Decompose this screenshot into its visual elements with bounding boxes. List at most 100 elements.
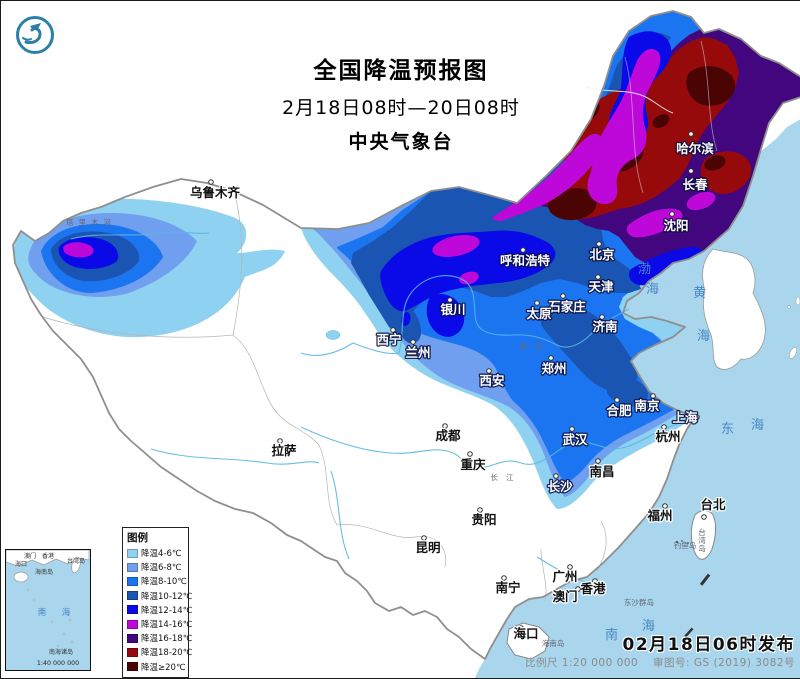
city-dot (410, 339, 416, 345)
sea-label-layer: 渤海 黄海东 海南海 (605, 261, 765, 643)
city-marker: 西安 (478, 368, 506, 389)
city-marker: 香港 (578, 578, 607, 597)
qinghai-lake (325, 330, 341, 340)
city-marker: 成都 (434, 423, 462, 444)
city-marker: 重庆 (459, 451, 487, 473)
city-marker: 乌鲁木齐 (189, 179, 242, 201)
city-dot (442, 423, 448, 429)
city-marker: 杭州 (654, 424, 682, 445)
city-label: 天津 (588, 279, 614, 294)
sea-label: 东 (721, 422, 735, 437)
geo-label: 东沙群岛 (624, 597, 654, 607)
city-label: 沈阳 (663, 218, 688, 233)
city-marker: 武汉 (561, 426, 589, 448)
island-mark (699, 573, 711, 586)
city-marker: 台北 (699, 496, 727, 520)
city-dot (688, 131, 694, 137)
inset-islands (26, 588, 74, 648)
city-label: 北京 (589, 247, 615, 262)
city-marker: 太原 (525, 300, 553, 322)
issue-time: 02月18日06时发布 (622, 635, 795, 655)
sea-label: 海 (646, 282, 660, 297)
small-island (787, 305, 791, 309)
inset-label: 香港 (42, 552, 54, 560)
city-label: 兰州 (405, 345, 430, 360)
city-dot (701, 514, 707, 520)
city-label: 西安 (479, 373, 504, 388)
city-label: 昆明 (415, 540, 440, 555)
city-label: 长春 (682, 177, 708, 192)
city-label: 福州 (646, 508, 672, 523)
city-dot (208, 179, 214, 185)
city-marker: 呼和浩特 (499, 247, 552, 269)
city-dot (421, 535, 427, 541)
city-dot (447, 297, 453, 303)
inset-label: 海南岛 (35, 568, 53, 576)
city-marker: 长沙 (546, 473, 574, 495)
city-dot (661, 424, 667, 430)
city-marker: 长春 (681, 168, 709, 193)
legend-item: 降温18-20℃ (127, 645, 192, 659)
south-china-sea-inset: 澳门 香港 台湾岛 海口 海南岛南 海南海诸岛 1:40 000 000 (5, 549, 91, 671)
province-borders-northeast (624, 40, 718, 194)
city-label: 台北 (700, 497, 726, 512)
city-label: 乌鲁木齐 (190, 185, 241, 200)
city-marker: 澳门 (551, 586, 581, 605)
city-label: 呼和浩特 (500, 253, 551, 268)
legend-swatch (127, 548, 138, 558)
city-dot (592, 578, 598, 584)
legend-swatch (127, 633, 138, 643)
city-label: 南昌 (589, 464, 614, 479)
sea-label: 海 (751, 418, 765, 433)
city-marker: 南宁 (494, 575, 522, 596)
city-dot (569, 426, 575, 432)
geo-label: 台湾岛 (698, 527, 706, 553)
japan-island (789, 347, 797, 359)
city-dot (486, 368, 492, 374)
diaoyu-islets (676, 540, 689, 544)
legend-swatch (127, 619, 138, 629)
legend-title: 图例 (127, 532, 148, 544)
city-dot (650, 393, 656, 399)
city-dot (390, 327, 396, 333)
country-border (12, 10, 800, 660)
legend: 图例 降温4-6℃ 降温6-8℃ 降温8-10℃ 降温10-12℃ 降温12-14℃ 降温… (122, 527, 192, 678)
legend-label: 降温4-6℃ (141, 549, 182, 560)
city-marker: 郑州 (540, 355, 568, 377)
city-label: 拉萨 (271, 443, 297, 458)
legend-swatch (127, 591, 138, 601)
legend-item: 降温12-14℃ (127, 603, 192, 617)
city-dot (575, 586, 581, 592)
temperature-drop-shading (13, 11, 800, 509)
city-label: 西宁 (376, 332, 401, 347)
legend-swatch (127, 662, 138, 672)
legend-swatch (127, 562, 138, 572)
city-dot (662, 503, 668, 509)
legend-label: 降温16-18℃ (141, 634, 193, 645)
city-marker: 拉萨 (270, 438, 298, 459)
city-dot (520, 247, 526, 253)
city-label: 长沙 (547, 479, 573, 494)
taiwan-island (690, 510, 716, 560)
city-label: 合肥 (606, 403, 632, 418)
city-marker: 兰州 (404, 339, 432, 361)
inset-label: 1:40 000 000 (37, 660, 79, 667)
legend-swatch (127, 605, 138, 615)
sea-label: 渤 (638, 261, 652, 277)
city-dot (548, 355, 554, 361)
city-label: 济南 (592, 319, 618, 334)
city-dot (669, 211, 675, 217)
city-marker: 昆明 (414, 535, 442, 556)
sea-label: 海 (642, 619, 656, 634)
city-dot (277, 438, 283, 444)
legend-item: 降温16-18℃ (127, 631, 192, 645)
city-dot (518, 625, 524, 631)
city-marker: 北京 (588, 241, 616, 263)
city-marker: 济南 (591, 314, 619, 335)
city-dot (596, 241, 602, 247)
legend-label: 降温≥20℃ (141, 662, 186, 673)
japan-island (795, 296, 800, 306)
